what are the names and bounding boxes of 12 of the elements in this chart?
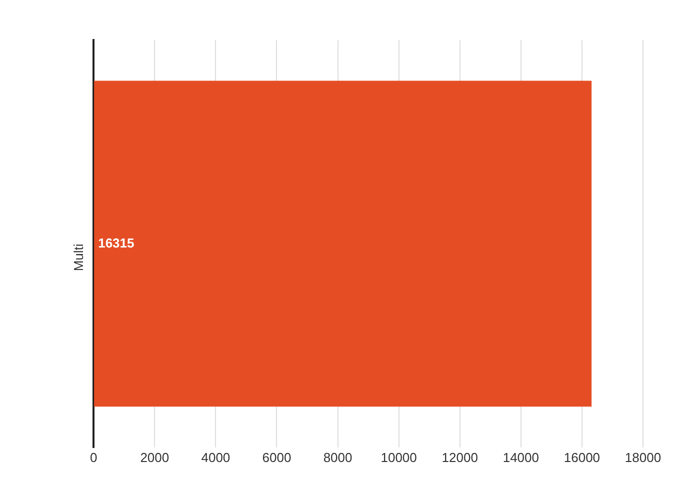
y-tick-label: Multi xyxy=(71,244,86,272)
x-tick-label: 12000 xyxy=(442,450,478,465)
x-tick-label: 6000 xyxy=(262,450,292,465)
x-tick-label: 18000 xyxy=(624,450,662,465)
x-tick-label: 2000 xyxy=(140,450,170,465)
x-tick-label: 16000 xyxy=(564,450,600,465)
x-tick-label: 14000 xyxy=(502,450,539,465)
x-tick-label: 4000 xyxy=(201,450,230,465)
x-tick-label: 8000 xyxy=(323,450,352,465)
data-label: 16315 xyxy=(98,235,134,250)
x-tick-label: 10000 xyxy=(380,450,417,465)
x-tick-label: 0 xyxy=(90,450,98,465)
